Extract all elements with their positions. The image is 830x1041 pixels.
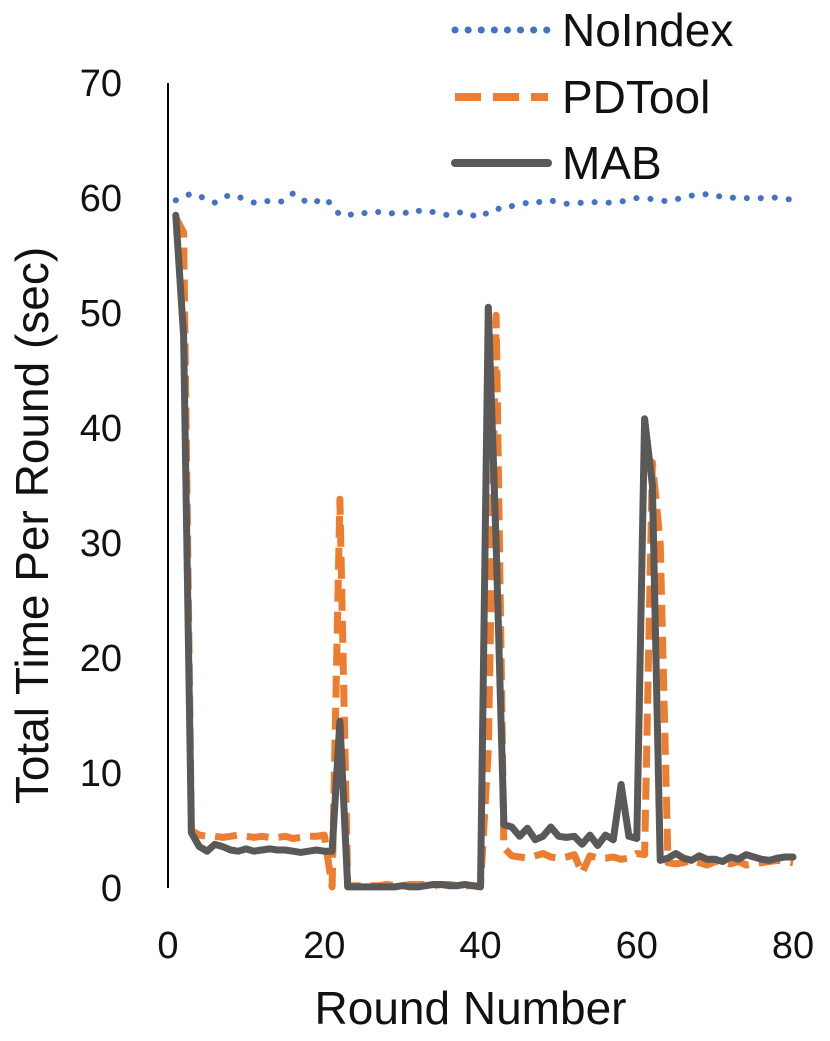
- series-layer: [172, 190, 797, 891]
- x-tick-label: 40: [459, 925, 501, 967]
- legend-label-pdtool: PDTool: [562, 71, 710, 123]
- y-tick-label: 70: [80, 63, 122, 105]
- legend: NoIndex PDTool MAB: [451, 4, 733, 189]
- y-tick-label: 60: [80, 178, 122, 220]
- series-line-mab: [172, 211, 797, 891]
- y-tick-label: 0: [101, 868, 122, 910]
- y-axis-title: Total Time Per Round (sec): [6, 247, 58, 804]
- series-line-noindex: [172, 190, 796, 221]
- x-tick-labels: 0 20 40 60 80: [157, 925, 814, 967]
- x-axis-title: Round Number: [315, 982, 627, 1034]
- legend-label-noindex: NoIndex: [562, 4, 733, 56]
- x-tick-label: 80: [772, 925, 814, 967]
- x-tick-label: 60: [616, 925, 658, 967]
- y-tick-label: 30: [80, 523, 122, 565]
- x-tick-label: 0: [157, 925, 178, 967]
- y-tick-label: 20: [80, 638, 122, 680]
- legend-label-mab: MAB: [562, 137, 662, 189]
- y-tick-label: 50: [80, 293, 122, 335]
- x-tick-label: 20: [303, 925, 345, 967]
- y-tick-label: 40: [80, 408, 122, 450]
- y-tick-label: 10: [80, 753, 122, 795]
- y-tick-labels: 0 10 20 30 40 50 60 70: [80, 63, 122, 910]
